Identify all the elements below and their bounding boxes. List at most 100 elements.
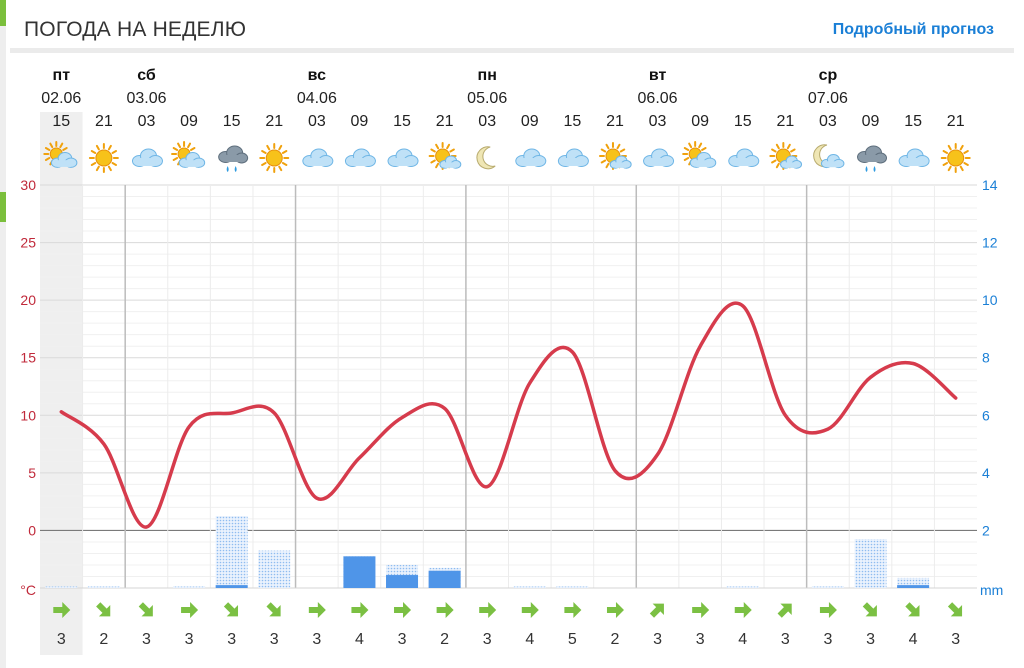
hour-label: 15	[904, 113, 922, 130]
wind-speed-label: 3	[653, 631, 662, 648]
wind-arrow-icon	[777, 603, 792, 618]
sun-cloud-icon	[428, 142, 462, 170]
precip-bar	[386, 575, 419, 588]
wind-arrow-icon	[223, 602, 239, 617]
temperature-line	[59, 301, 958, 529]
day-name: вт	[649, 67, 667, 84]
day-name: пн	[478, 67, 497, 84]
temp-tick-label: 30	[20, 177, 36, 193]
hour-label: 21	[776, 113, 794, 130]
cloud-icon	[728, 148, 760, 167]
wind-arrow-icon	[138, 602, 153, 617]
wind-arrow-icon	[436, 602, 454, 618]
moon-cloud-icon	[813, 144, 845, 169]
wind-arrow-icon	[734, 602, 752, 618]
wind-arrow-icon	[947, 602, 963, 617]
sun-icon	[259, 143, 290, 173]
precip-tick-label: 6	[982, 407, 990, 423]
partly-cloudy-icon	[171, 141, 206, 168]
hour-label: 15	[223, 113, 241, 130]
wind-speed-label: 3	[270, 631, 279, 648]
wind-speed-label: 3	[312, 631, 321, 648]
wind-arrow-icon	[96, 602, 111, 617]
wind-speed-label: 3	[142, 631, 151, 648]
hour-label: 03	[478, 113, 496, 130]
wind-arrow-icon	[819, 602, 837, 618]
wind-arrow-icon	[905, 602, 920, 617]
temp-tick-label: 10	[20, 407, 36, 423]
wind-speed-label: 5	[568, 631, 577, 648]
temp-unit-label: °C	[20, 582, 36, 598]
hour-label: 09	[691, 113, 709, 130]
wind-arrow-icon	[521, 602, 539, 618]
wind-speed-label: 3	[483, 631, 492, 648]
wind-arrow-icon	[181, 602, 199, 618]
cloud-icon	[557, 148, 589, 167]
temp-tick-label: 15	[20, 350, 36, 366]
precip-bar-probable	[173, 586, 206, 588]
precip-bar-probable	[45, 586, 78, 588]
sun-icon	[940, 143, 971, 173]
rain-cloud-icon	[857, 145, 888, 172]
hour-label: 21	[947, 113, 965, 130]
sun-icon	[88, 143, 119, 173]
wind-speed-label: 3	[696, 631, 705, 648]
day-date: 05.06	[467, 90, 507, 107]
partly-cloudy-icon	[43, 141, 78, 168]
side-marker-top	[0, 0, 6, 26]
cloud-icon	[387, 148, 419, 167]
precip-bar-probable	[811, 586, 844, 588]
detailed-forecast-link[interactable]: Подробный прогноз	[832, 21, 994, 38]
precip-bar	[428, 570, 461, 588]
hour-label: 15	[52, 113, 70, 130]
cloud-icon	[344, 148, 376, 167]
wind-arrow-icon	[53, 602, 71, 618]
wind-speed-label: 3	[227, 631, 236, 648]
hour-label: 15	[734, 113, 752, 130]
precip-tick-label: 14	[982, 177, 998, 193]
wind-speed-label: 3	[823, 631, 832, 648]
hour-label: 09	[521, 113, 539, 130]
precip-bar-probable	[726, 586, 759, 588]
precip-tick-label: 10	[982, 292, 998, 308]
hour-label: 03	[138, 113, 156, 130]
temp-tick-label: 25	[20, 235, 36, 251]
hour-label: 15	[393, 113, 411, 130]
precip-bar-probable	[556, 586, 589, 588]
day-date: 03.06	[126, 90, 166, 107]
cloud-icon	[131, 148, 163, 167]
page-side-strip	[0, 0, 6, 668]
cloud-icon	[515, 148, 547, 167]
hour-label: 15	[563, 113, 581, 130]
wind-speed-label: 4	[525, 631, 534, 648]
hour-label: 09	[351, 113, 369, 130]
hour-label: 21	[436, 113, 454, 130]
partly-cloudy-icon	[682, 141, 717, 168]
precip-tick-label: 8	[982, 350, 990, 366]
day-date: 02.06	[41, 90, 81, 107]
precip-bar	[215, 585, 248, 588]
hour-label: 09	[862, 113, 880, 130]
wind-arrow-icon	[564, 602, 582, 618]
wind-arrow-icon	[692, 602, 710, 618]
wind-speed-label: 4	[738, 631, 747, 648]
wind-speed-label: 3	[781, 631, 790, 648]
day-name: ср	[819, 67, 838, 84]
precip-tick-label: 12	[982, 235, 998, 251]
hour-label: 21	[265, 113, 283, 130]
cloud-icon	[898, 148, 930, 167]
precip-bar	[343, 556, 376, 588]
hour-label: 09	[180, 113, 198, 130]
wind-arrow-icon	[649, 603, 664, 618]
day-date: 06.06	[638, 90, 678, 107]
wind-arrow-icon	[266, 602, 281, 617]
precip-bar-probable	[87, 586, 120, 588]
cloud-icon	[643, 148, 675, 167]
hour-label: 03	[308, 113, 326, 130]
wind-speed-label: 3	[185, 631, 194, 648]
wind-speed-label: 2	[440, 631, 449, 648]
precip-bar-probable	[513, 586, 546, 588]
sun-cloud-icon	[769, 142, 803, 170]
hour-label: 21	[606, 113, 624, 130]
